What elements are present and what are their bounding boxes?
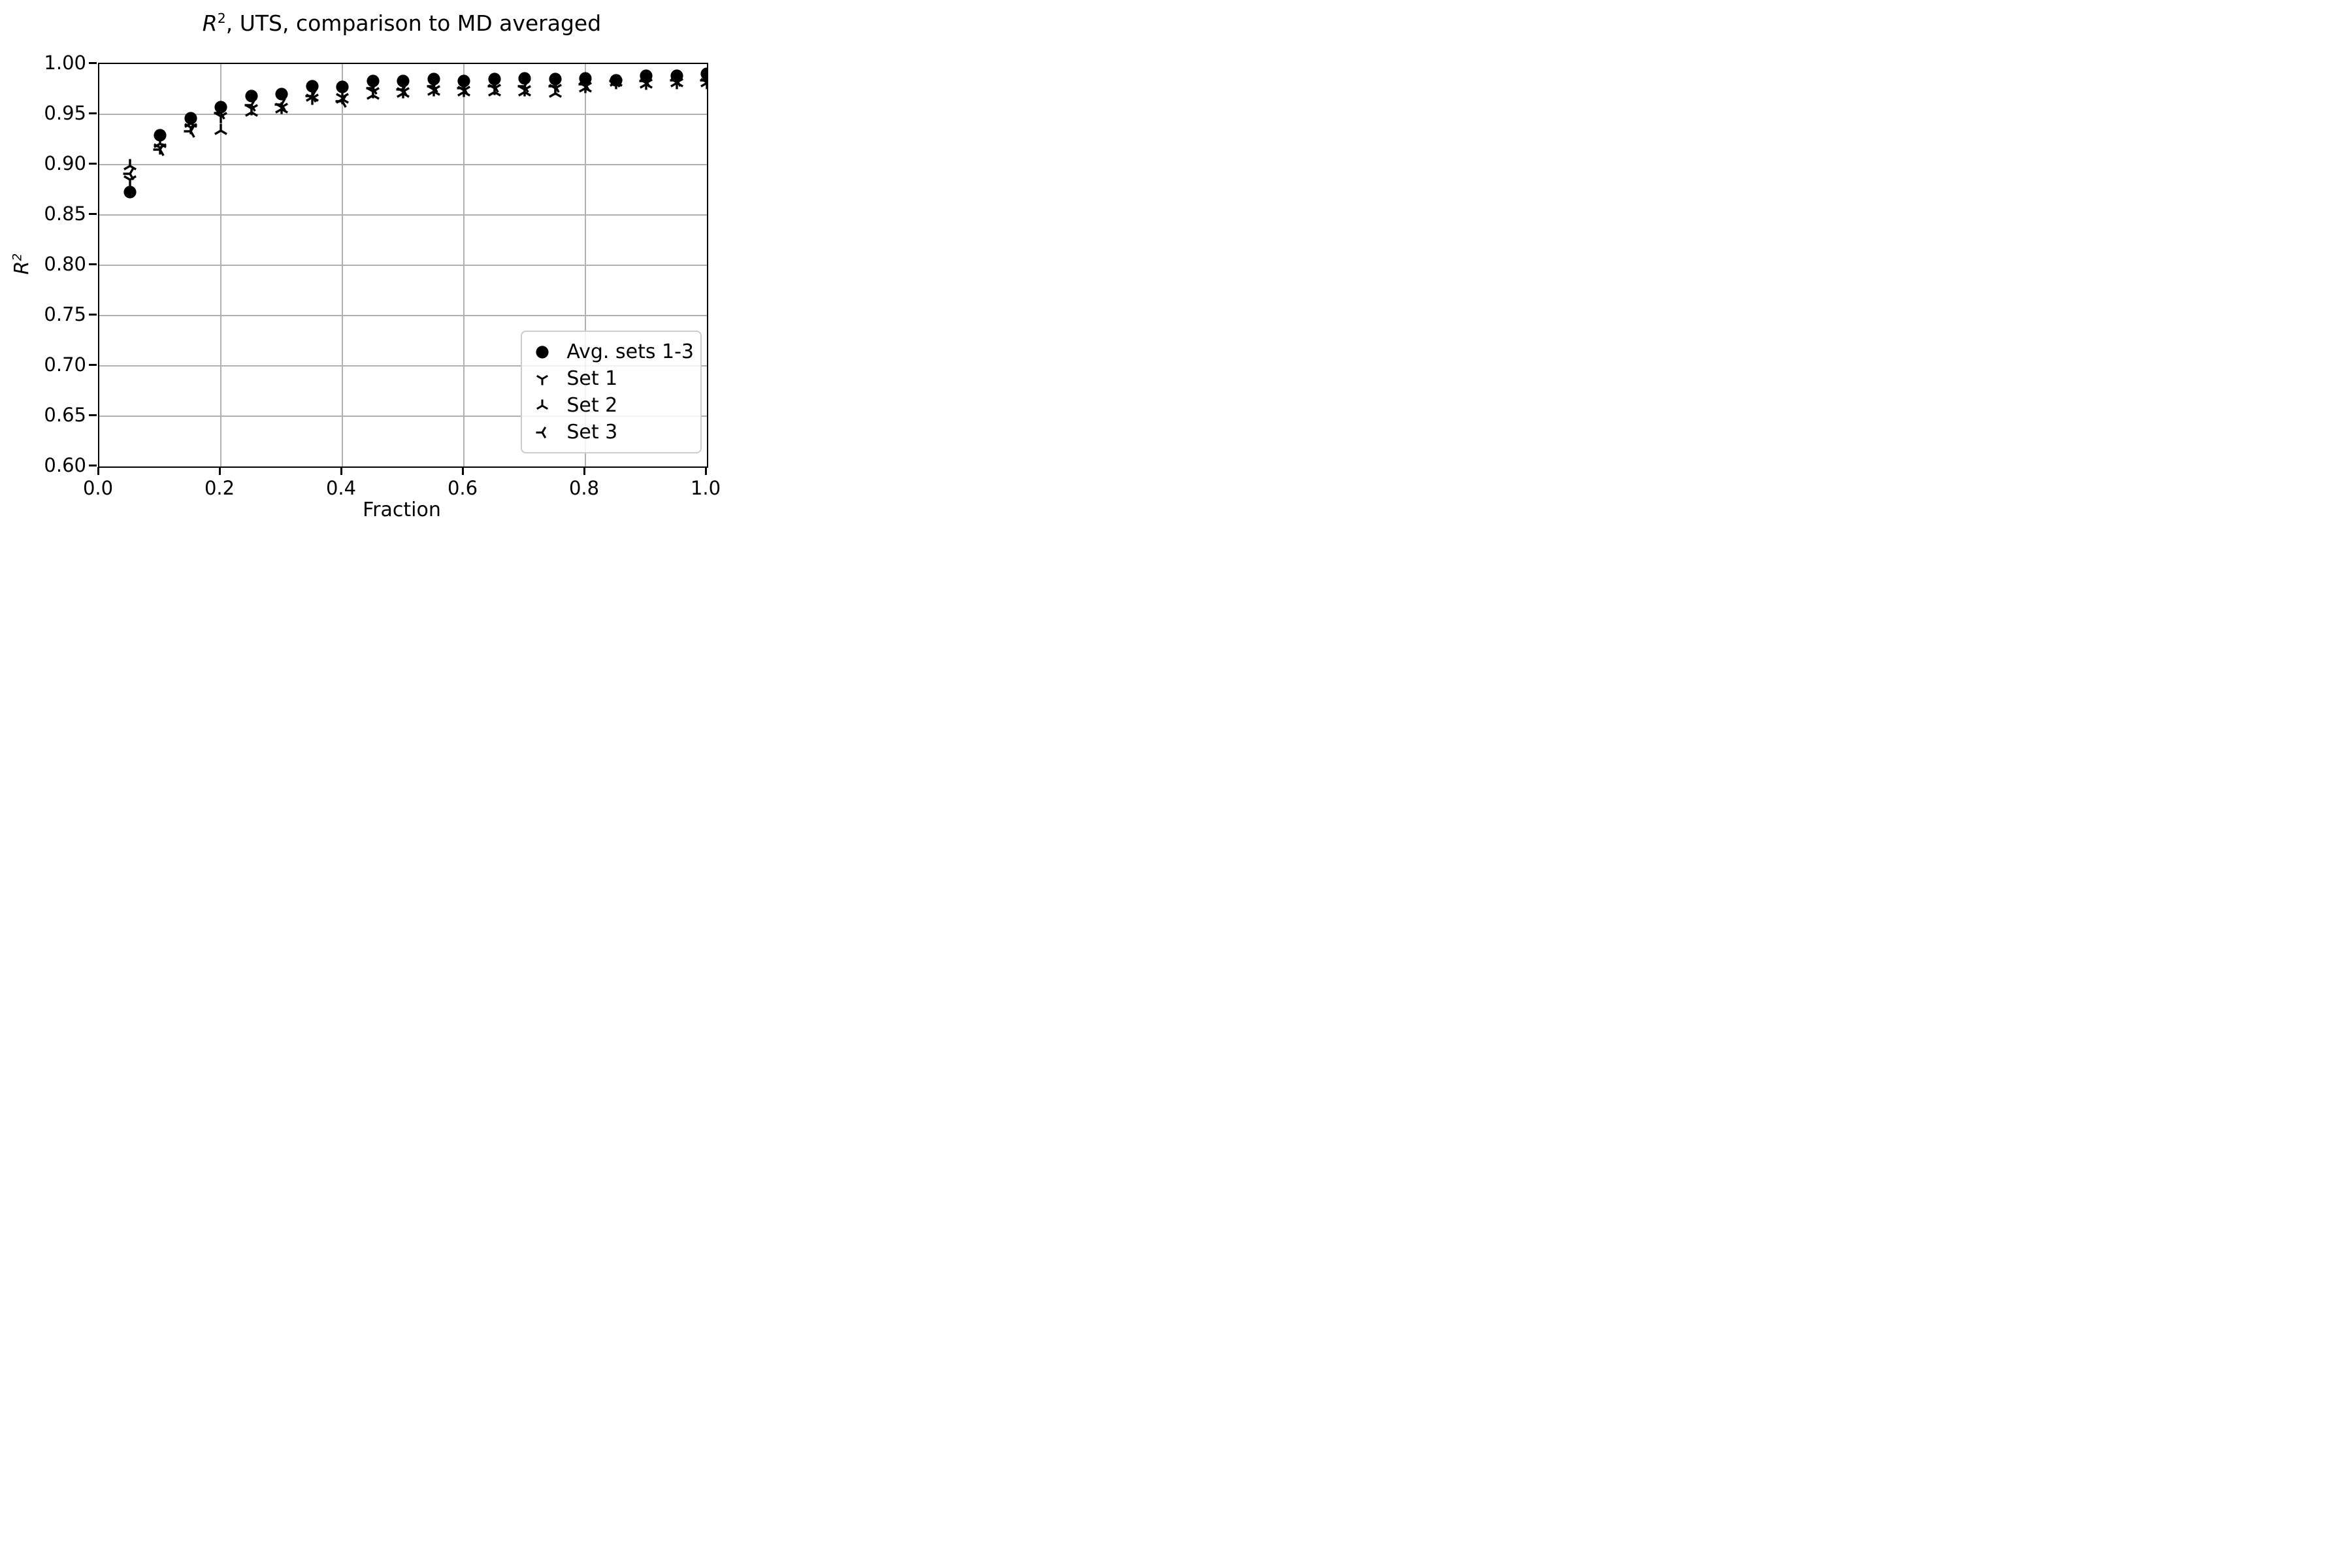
y-tick	[88, 213, 97, 215]
x-tick	[462, 466, 464, 475]
tri-down-icon	[531, 371, 553, 387]
x-tick-label: 1.0	[690, 477, 721, 499]
title-rest: , UTS, comparison to MD averaged	[225, 10, 602, 36]
legend-label: Set 3	[566, 421, 618, 444]
x-tick-label: 0.8	[568, 477, 600, 499]
x-tick	[705, 466, 707, 475]
data-point-marker-tri-up	[121, 157, 139, 175]
data-point-marker-circle	[333, 78, 351, 96]
legend-item-set1: Set 1	[531, 365, 694, 392]
legend: Avg. sets 1-3 Set 1 Set 2 Set 3	[521, 331, 702, 453]
data-point-marker-tri-left	[182, 122, 200, 140]
y-tick-label: 0.65	[44, 404, 86, 426]
gridline-horizontal	[99, 164, 707, 165]
data-point-marker-circle	[364, 72, 382, 90]
y-tick	[88, 112, 97, 114]
data-point-marker-tri-left	[151, 140, 169, 159]
data-point-marker-circle	[607, 71, 625, 90]
legend-label: Set 2	[566, 394, 618, 417]
gridline-horizontal	[99, 315, 707, 316]
data-point-marker-circle	[455, 72, 473, 90]
data-point-marker-circle	[272, 85, 291, 103]
data-point-marker-circle	[515, 69, 534, 88]
data-point-marker-circle	[151, 126, 169, 144]
figure: R2, UTS, comparison to MD averaged R2 Av…	[0, 0, 784, 523]
y-tick	[88, 314, 97, 316]
y-tick-label: 0.60	[44, 454, 86, 476]
y-tick	[88, 364, 97, 366]
data-point-marker-circle	[668, 67, 686, 85]
title-superscript: 2	[217, 10, 226, 26]
data-point-marker-circle	[485, 70, 504, 88]
chart-title: R2, UTS, comparison to MD averaged	[98, 10, 706, 36]
data-point-marker-tri-left	[333, 92, 351, 110]
x-axis-label: Fraction	[363, 498, 441, 521]
tri-up-icon	[531, 398, 553, 414]
x-tick	[340, 466, 342, 475]
x-tick-label: 0.4	[325, 477, 357, 499]
y-tick	[88, 465, 97, 466]
data-point-marker-circle	[182, 109, 200, 127]
data-point-marker-circle	[637, 67, 655, 85]
gridline-horizontal	[99, 265, 707, 266]
legend-item-set3: Set 3	[531, 419, 694, 446]
y-tick	[88, 263, 97, 265]
y-tick	[88, 163, 97, 165]
legend-label: Set 1	[566, 367, 618, 390]
data-point-marker-circle	[698, 65, 707, 83]
x-tick	[219, 466, 221, 475]
legend-item-set2: Set 2	[531, 392, 694, 419]
x-tick-label: 0.2	[204, 477, 235, 499]
x-tick	[583, 466, 585, 475]
title-math-r: R	[202, 10, 218, 36]
gridline-horizontal	[99, 365, 707, 367]
plot-area: Avg. sets 1-3 Set 1 Set 2 Set 3	[98, 63, 708, 468]
tri-left-icon	[531, 425, 553, 440]
data-point-marker-circle	[394, 72, 412, 90]
gridline-horizontal	[99, 416, 707, 417]
data-point-marker-tri-up	[212, 122, 230, 140]
y-tick-label: 0.95	[44, 102, 86, 124]
plot-clip-region	[99, 64, 707, 466]
y-tick	[88, 62, 97, 64]
y-tick-label: 0.80	[44, 253, 86, 275]
data-point-marker-circle	[546, 70, 564, 88]
y-tick	[88, 414, 97, 416]
x-tick-label: 0.6	[447, 477, 478, 499]
data-point-marker-circle	[425, 70, 443, 88]
y-tick-label: 0.75	[44, 303, 86, 325]
data-point-marker-tri-left	[121, 165, 139, 183]
gridline-horizontal	[99, 214, 707, 216]
legend-item-avg: Avg. sets 1-3	[531, 338, 694, 365]
y-tick-label: 1.00	[44, 52, 86, 74]
x-tick-label: 0.0	[82, 477, 114, 499]
y-tick-label: 0.90	[44, 152, 86, 174]
circle-icon	[531, 345, 553, 359]
data-point-marker-circle	[242, 87, 261, 105]
x-tick	[97, 466, 99, 475]
y-tick-label: 0.70	[44, 353, 86, 376]
data-point-marker-tri-up	[698, 74, 707, 92]
data-point-marker-circle	[576, 69, 595, 88]
legend-label: Avg. sets 1-3	[566, 340, 694, 363]
data-point-marker-circle	[212, 98, 230, 116]
gridline-horizontal	[99, 114, 707, 115]
data-point-marker-circle	[303, 77, 321, 95]
data-point-marker-circle	[121, 183, 139, 201]
y-tick-label: 0.85	[44, 203, 86, 225]
